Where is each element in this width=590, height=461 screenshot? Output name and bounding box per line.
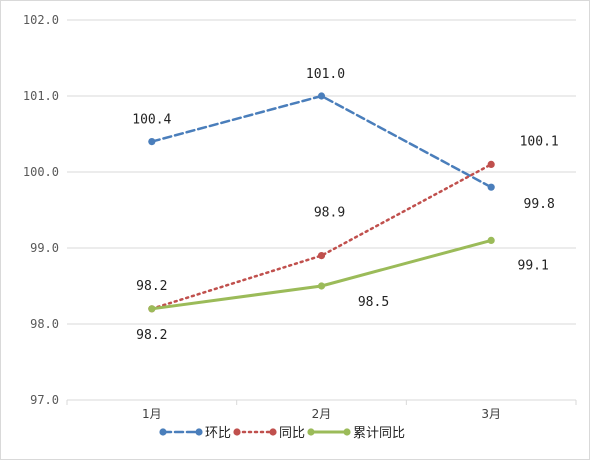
legend-marker-end-1 <box>269 428 277 436</box>
x-tick-label-0: 1月 <box>142 407 162 421</box>
data-point-1-1 <box>317 252 326 260</box>
data-label-0-1: 101.0 <box>306 67 345 82</box>
series-line-1 <box>150 163 493 311</box>
data-label-2-1: 98.5 <box>358 295 389 310</box>
legend-marker-end-2 <box>343 428 351 436</box>
series-line-2 <box>150 238 493 311</box>
y-tick-label-1: 98.0 <box>30 317 59 331</box>
data-label-1-2: 100.1 <box>520 134 559 149</box>
data-point-1-2 <box>487 160 495 168</box>
legend-marker-2 <box>307 428 315 436</box>
data-label-2-2: 99.1 <box>518 258 549 273</box>
y-tick-label-4: 101.0 <box>23 89 59 103</box>
data-point-0-0 <box>148 138 156 146</box>
data-label-1-0: 98.2 <box>136 279 167 294</box>
data-point-0-2 <box>487 183 495 191</box>
data-label-0-2: 99.8 <box>524 197 555 212</box>
legend-label-1: 同比 <box>279 426 305 441</box>
legend-marker-1 <box>233 428 241 436</box>
data-label-2-0: 98.2 <box>136 328 167 343</box>
data-point-2-0 <box>148 305 156 313</box>
data-point-0-1 <box>317 92 326 100</box>
y-tick-label-5: 102.0 <box>23 13 59 27</box>
legend-marker-end-0 <box>195 428 203 436</box>
x-tick-label-2: 3月 <box>481 407 501 421</box>
data-label-1-1: 98.9 <box>314 206 345 221</box>
y-tick-label-0: 97.0 <box>30 393 59 407</box>
legend-marker-0 <box>159 428 167 436</box>
series-line-0 <box>150 94 493 189</box>
x-tick-label-1: 2月 <box>312 407 332 421</box>
data-point-2-1 <box>317 282 326 290</box>
legend-label-0: 环比 <box>205 426 231 441</box>
data-point-2-2 <box>487 236 495 244</box>
y-tick-label-3: 100.0 <box>23 165 59 179</box>
legend-label-2: 累计同比 <box>353 426 405 441</box>
y-tick-label-2: 99.0 <box>30 241 59 255</box>
data-label-0-0: 100.4 <box>132 113 171 128</box>
